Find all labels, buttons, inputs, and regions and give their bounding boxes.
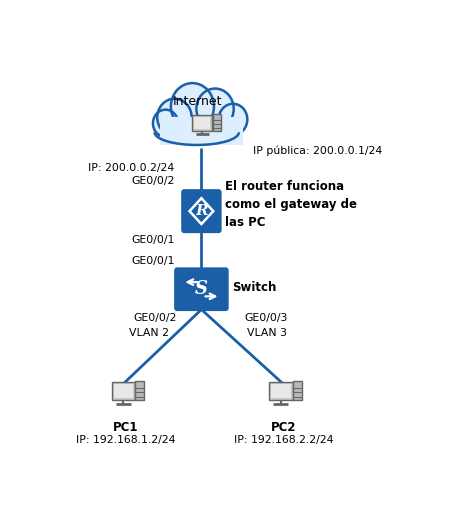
FancyBboxPatch shape	[160, 117, 244, 145]
Text: PC1: PC1	[113, 421, 139, 434]
Text: IP pública: 200.0.0.1/24: IP pública: 200.0.0.1/24	[253, 146, 383, 156]
Text: IP: 200.0.0.2/24: IP: 200.0.0.2/24	[88, 163, 175, 173]
FancyBboxPatch shape	[174, 267, 229, 311]
Text: Switch: Switch	[232, 281, 276, 294]
Circle shape	[157, 99, 192, 136]
Text: El router funciona
como el gateway de
las PC: El router funciona como el gateway de la…	[225, 179, 357, 229]
Text: GE0/0/1: GE0/0/1	[131, 256, 175, 266]
Text: GE0/0/3: GE0/0/3	[244, 313, 288, 323]
Circle shape	[153, 110, 178, 137]
Text: Internet: Internet	[173, 94, 223, 107]
Text: IP: 192.168.2.2/24: IP: 192.168.2.2/24	[234, 434, 334, 445]
FancyBboxPatch shape	[271, 384, 290, 399]
Text: PC2: PC2	[271, 421, 297, 434]
Text: GE0/0/2: GE0/0/2	[131, 176, 175, 186]
FancyBboxPatch shape	[293, 381, 302, 401]
Text: R: R	[195, 204, 208, 218]
Text: IP: 192.168.1.2/24: IP: 192.168.1.2/24	[76, 434, 176, 445]
FancyBboxPatch shape	[112, 382, 135, 401]
Text: VLAN 2: VLAN 2	[129, 328, 169, 338]
FancyBboxPatch shape	[181, 189, 222, 233]
FancyBboxPatch shape	[192, 115, 212, 131]
FancyBboxPatch shape	[269, 382, 293, 401]
Text: GE0/0/1: GE0/0/1	[131, 235, 175, 245]
FancyBboxPatch shape	[160, 110, 243, 143]
FancyBboxPatch shape	[213, 115, 220, 131]
Circle shape	[196, 89, 234, 129]
Circle shape	[219, 104, 247, 135]
FancyBboxPatch shape	[194, 117, 211, 129]
FancyBboxPatch shape	[135, 381, 144, 401]
Text: GE0/0/2: GE0/0/2	[133, 313, 176, 323]
FancyBboxPatch shape	[113, 384, 132, 399]
Text: VLAN 3: VLAN 3	[247, 328, 287, 338]
Text: S: S	[195, 280, 208, 298]
Circle shape	[171, 83, 214, 130]
